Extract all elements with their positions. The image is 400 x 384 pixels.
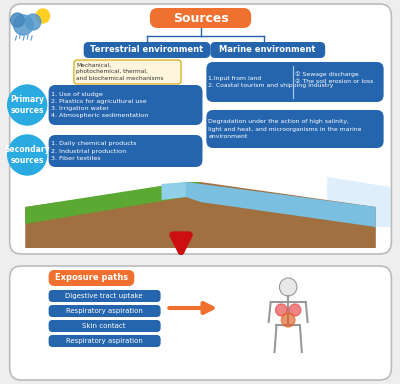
FancyBboxPatch shape (74, 60, 181, 84)
FancyBboxPatch shape (49, 135, 202, 167)
Text: Respiratory aspiration: Respiratory aspiration (66, 308, 142, 314)
Text: 1. Use of sludge
2. Plastics for agricultural use
3. Irrigation water
4. Atmosph: 1. Use of sludge 2. Plastics for agricul… (50, 92, 148, 118)
FancyBboxPatch shape (49, 305, 161, 317)
Text: Sources: Sources (173, 12, 228, 25)
Polygon shape (327, 177, 390, 227)
Text: Terrestrial environment: Terrestrial environment (90, 45, 204, 55)
Circle shape (8, 85, 47, 125)
Polygon shape (162, 182, 186, 200)
Circle shape (36, 9, 50, 23)
Polygon shape (25, 182, 376, 248)
FancyBboxPatch shape (84, 42, 210, 58)
Circle shape (8, 135, 47, 175)
Text: Degradation under the action of high salinity,
light and heat, and microorganism: Degradation under the action of high sal… (208, 119, 362, 139)
Text: Exposure paths: Exposure paths (55, 273, 128, 283)
Circle shape (280, 278, 297, 296)
FancyBboxPatch shape (49, 270, 134, 286)
Text: Respiratory aspiration: Respiratory aspiration (66, 338, 142, 344)
Polygon shape (25, 182, 200, 224)
Circle shape (25, 14, 41, 30)
Text: Digestive tract uptake: Digestive tract uptake (65, 293, 143, 299)
FancyBboxPatch shape (49, 85, 202, 125)
FancyBboxPatch shape (206, 62, 384, 102)
Circle shape (11, 13, 24, 27)
Text: ① Sewage discharge
② The soil erosion or loss: ① Sewage discharge ② The soil erosion or… (295, 71, 373, 84)
FancyBboxPatch shape (49, 320, 161, 332)
Circle shape (281, 313, 295, 327)
FancyBboxPatch shape (49, 290, 161, 302)
Circle shape (14, 15, 33, 35)
Text: Skin contact: Skin contact (82, 323, 126, 329)
FancyBboxPatch shape (206, 110, 384, 148)
Text: Primary
sources: Primary sources (10, 95, 44, 115)
FancyBboxPatch shape (49, 335, 161, 347)
Text: Secondary
sources: Secondary sources (4, 145, 50, 165)
Polygon shape (186, 182, 376, 227)
Circle shape (289, 304, 301, 316)
FancyBboxPatch shape (150, 8, 251, 28)
Text: 1.Input from land
2. Coastal tourism and shipping industry: 1.Input from land 2. Coastal tourism and… (208, 76, 334, 88)
FancyBboxPatch shape (10, 4, 392, 254)
Text: Mechanical,
photochemical, thermal,
and biochemical mechanisms: Mechanical, photochemical, thermal, and … (76, 63, 163, 81)
FancyBboxPatch shape (10, 266, 392, 380)
Circle shape (276, 304, 287, 316)
FancyBboxPatch shape (210, 42, 325, 58)
Text: 1. Daily chemical products
2. Industrial production
3. Fiber textiles: 1. Daily chemical products 2. Industrial… (50, 141, 136, 161)
Text: Marine environment: Marine environment (220, 45, 316, 55)
